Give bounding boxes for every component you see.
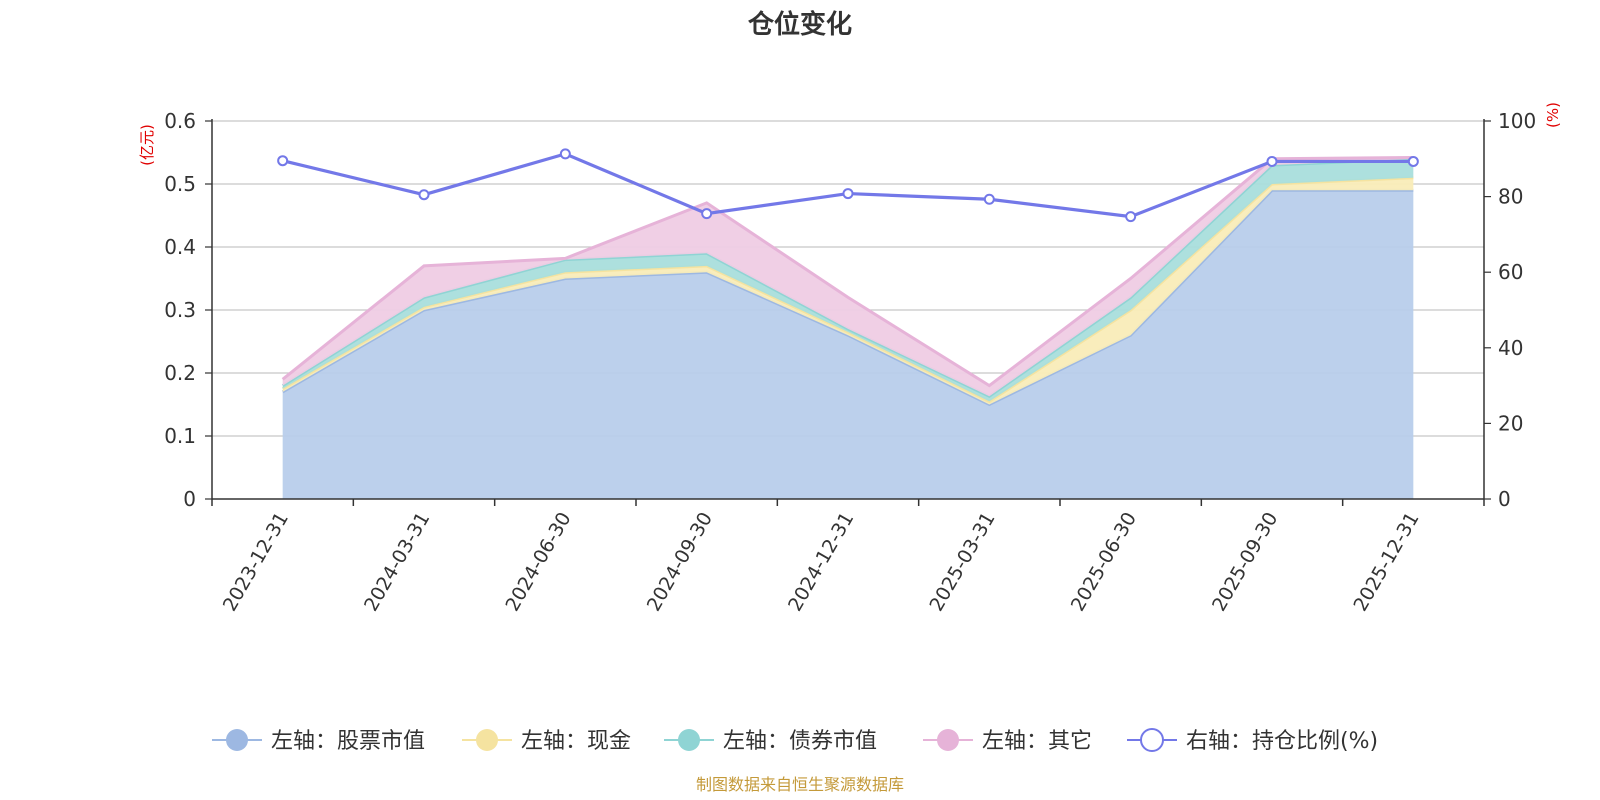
- left-axis-label: 0.4: [164, 235, 196, 259]
- x-axis-label: 2023-12-31: [219, 509, 293, 616]
- right-axis-label: 100: [1498, 109, 1536, 133]
- data-source-note: 制图数据来自恒生聚源数据库: [696, 775, 904, 794]
- right-axis-unit: (%): [1544, 102, 1562, 128]
- legend-item-2[interactable]: 左轴：债券市值: [664, 729, 877, 754]
- x-axis-label: 2025-03-31: [925, 509, 999, 616]
- legend-marker: [1140, 728, 1164, 752]
- holding-ratio-point: [701, 208, 713, 220]
- x-axis-label: 2024-03-31: [360, 509, 434, 616]
- left-axis-unit: (亿元): [138, 124, 156, 166]
- legend-marker: [226, 729, 248, 751]
- right-axis-label: 80: [1498, 185, 1523, 209]
- holding-ratio-point: [1407, 155, 1419, 167]
- left-axis-labels: 0 0.1 0.2 0.3 0.4 0.5 0.6: [164, 109, 196, 511]
- legend-marker: [476, 729, 498, 751]
- legend-label: 左轴：股票市值: [271, 729, 425, 754]
- left-axis-label: 0.1: [164, 424, 196, 448]
- legend-label: 左轴：现金: [521, 729, 631, 754]
- x-axis-label: 2024-06-30: [501, 509, 575, 616]
- x-axis-labels: 2023-12-31 2024-03-31 2024-06-30 2024-09-30…: [219, 509, 1424, 616]
- axes: [211, 119, 1485, 506]
- left-axis-label: 0.6: [164, 109, 196, 133]
- holding-ratio-point: [277, 155, 289, 167]
- legend-label: 右轴：持仓比例(%): [1186, 729, 1378, 754]
- right-axis-label: 60: [1498, 260, 1523, 284]
- stacked-areas: [281, 156, 1414, 500]
- left-axis-label: 0.3: [164, 298, 196, 322]
- legend-label: 左轴：其它: [982, 729, 1092, 754]
- legend-item-0[interactable]: 左轴：股票市值: [212, 729, 425, 754]
- holding-ratio-point: [842, 188, 854, 200]
- legend-item-1[interactable]: 左轴：现金: [462, 729, 631, 754]
- holding-ratio-point: [1266, 155, 1278, 167]
- holding-ratio-point: [559, 148, 571, 160]
- right-axis-label: 20: [1498, 411, 1523, 435]
- legend-label: 左轴：债券市值: [723, 729, 877, 754]
- left-axis-label: 0.5: [164, 172, 196, 196]
- legend-item-4[interactable]: 右轴：持仓比例(%): [1127, 728, 1378, 754]
- legend-item-3[interactable]: 左轴：其它: [923, 729, 1092, 754]
- holding-ratio-line: [277, 148, 1419, 223]
- legend-marker: [678, 729, 700, 751]
- x-axis-label: 2025-09-30: [1208, 509, 1282, 616]
- legend-marker: [937, 729, 959, 751]
- right-axis-labels: 0 20 40 60 80 100: [1498, 109, 1536, 511]
- holding-ratio-point: [983, 193, 995, 205]
- chart-title: 仓位变化: [747, 9, 852, 40]
- x-axis-label: 2024-12-31: [784, 509, 858, 616]
- right-axis-label: 40: [1498, 336, 1523, 360]
- left-axis-label: 0.2: [164, 361, 196, 385]
- x-axis-label: 2024-09-30: [643, 509, 717, 616]
- holding-ratio-point: [1125, 211, 1137, 223]
- area-edge-3: [281, 156, 1414, 388]
- right-axis-label: 0: [1498, 487, 1511, 511]
- left-axis-label: 0: [183, 487, 196, 511]
- area-0: [282, 190, 1414, 500]
- holding-ratio-point: [418, 189, 430, 201]
- x-axis-label: 2025-12-31: [1349, 509, 1423, 616]
- area-2: [282, 158, 1414, 402]
- x-axis-label: 2025-06-30: [1067, 509, 1141, 616]
- legend[interactable]: 左轴：股票市值 左轴：现金 左轴：债券市值 左轴：其它 右轴：持仓比例(%): [212, 728, 1378, 754]
